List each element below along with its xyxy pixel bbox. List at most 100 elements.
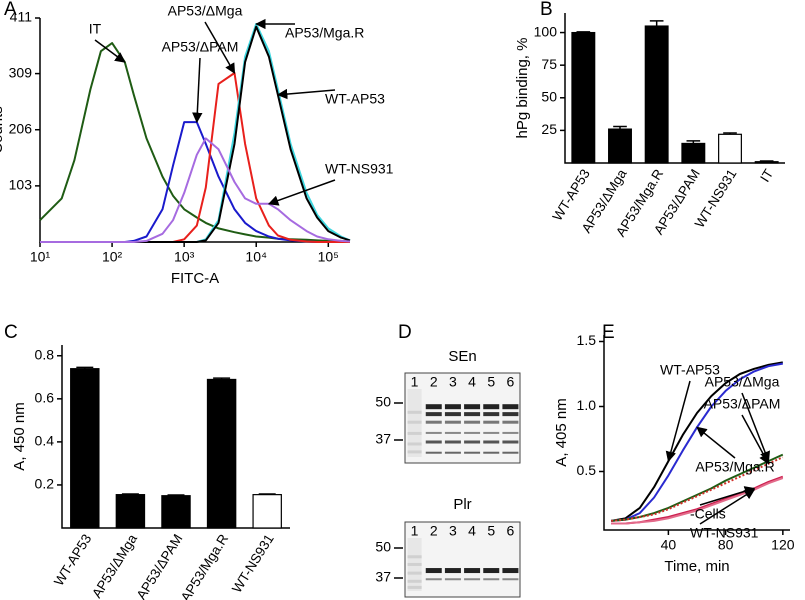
- series-line: [611, 456, 784, 522]
- series-line: [39, 42, 351, 243]
- gel-band: [502, 451, 519, 454]
- x-axis-label: Time, min: [664, 558, 729, 575]
- panel-label: D: [398, 322, 412, 343]
- gel-band: [464, 412, 481, 417]
- x-tick-label: 10³: [174, 249, 195, 265]
- x-tick-label: AP53/ΔPAM: [134, 532, 186, 600]
- y-axis-label: A, 450 nm: [11, 402, 28, 470]
- gel-band: [425, 578, 442, 581]
- gel-band: [444, 451, 461, 454]
- panel-label: A: [4, 0, 17, 20]
- y-tick-label: 1.5: [577, 332, 597, 348]
- blot-frame: [404, 372, 521, 464]
- series-line: [611, 361, 783, 522]
- annotation: AP53/ΔPAM: [162, 39, 239, 55]
- x-tick-label: IT: [757, 167, 776, 185]
- gel-band: [483, 404, 500, 410]
- lane-label: 1: [411, 374, 419, 390]
- gel-band: [483, 440, 500, 444]
- gel-band: [444, 412, 461, 417]
- bar: [644, 25, 669, 164]
- gel-band: [425, 420, 442, 424]
- annotation-arrow: [696, 426, 736, 459]
- bar: [681, 142, 706, 164]
- x-tick-label: AP53/ΔMga: [89, 531, 140, 600]
- y-tick-label: 0.4: [35, 433, 55, 449]
- gel-band: [425, 440, 442, 444]
- annotation: AP53/ΔMga: [168, 3, 243, 19]
- series-line: [40, 23, 351, 243]
- x-tick-label: 10⁵: [318, 249, 339, 265]
- gel-band: [425, 431, 442, 434]
- lane-label: 5: [487, 374, 495, 390]
- y-tick-label: 0.2: [35, 476, 55, 492]
- y-axis-label: Counts: [0, 106, 6, 154]
- bar: [718, 133, 742, 164]
- series-line: [40, 137, 351, 243]
- lane-label: 4: [468, 523, 476, 539]
- blot-frame: [404, 521, 521, 598]
- lane-label: 6: [507, 374, 515, 390]
- lane-label: 3: [449, 374, 457, 390]
- annotation: WT-AP53: [660, 362, 720, 378]
- annotation: AP53/Mga.R: [695, 459, 774, 475]
- annotation-arrow: [276, 88, 336, 100]
- x-tick-label: 40: [661, 537, 677, 553]
- gel-band: [464, 451, 481, 454]
- marker-label: 50: [375, 394, 391, 410]
- gel-band: [483, 578, 500, 581]
- lane-label: 6: [507, 523, 515, 539]
- annotation-arrow: [741, 414, 770, 465]
- gel-band: [502, 440, 519, 444]
- annotation: WT-AP53: [325, 91, 385, 107]
- gel-band: [483, 412, 500, 417]
- lane-label: 3: [449, 523, 457, 539]
- gel-band: [502, 412, 519, 417]
- y-tick-label: 411: [10, 9, 33, 25]
- annotation-arrow: [741, 392, 770, 463]
- gel-band: [444, 404, 461, 410]
- gel-band: [464, 568, 481, 574]
- gel-band: [464, 578, 481, 581]
- gel-band: [502, 420, 519, 424]
- annotation: WT-NS931: [690, 525, 759, 541]
- gel-band: [502, 568, 519, 574]
- annotation: AP53/ΔMga: [705, 374, 780, 390]
- bar: [70, 368, 100, 529]
- annotation: IT: [89, 21, 102, 37]
- annotation-arrow: [204, 21, 236, 74]
- lane-label: 1: [411, 523, 419, 539]
- y-axis-label: hPg binding, %: [514, 38, 531, 139]
- x-tick-label: 10⁴: [245, 249, 267, 265]
- gel-band: [483, 568, 500, 574]
- lane-label: 5: [487, 523, 495, 539]
- x-tick-label: 80: [718, 537, 734, 553]
- annotation-arrow: [267, 179, 336, 206]
- y-tick-label: 1.0: [577, 397, 597, 413]
- gel-band: [483, 420, 500, 424]
- x-axis-label: FITC-A: [171, 270, 219, 287]
- x-tick-label: 10¹: [30, 249, 51, 265]
- y-tick-label: 0.8: [35, 346, 55, 362]
- blot-title: SEn: [448, 348, 476, 365]
- ladder-smear: [407, 538, 422, 591]
- annotation-arrow: [192, 57, 203, 124]
- bar: [206, 378, 237, 529]
- x-tick-label: 10²: [102, 249, 123, 265]
- y-tick-label: 25: [541, 121, 557, 137]
- x-tick-label: 120: [771, 537, 795, 553]
- gel-band: [464, 440, 481, 444]
- gel-band: [464, 431, 481, 434]
- error-bar: [649, 20, 664, 27]
- marker-label: 50: [375, 539, 391, 555]
- lane-label: 2: [430, 523, 438, 539]
- panel-label: B: [540, 0, 553, 20]
- annotation-arrow: [699, 489, 756, 525]
- annotation-arrow: [665, 380, 691, 463]
- annotation: WT-NS931: [325, 161, 394, 177]
- gel-band: [444, 420, 461, 424]
- gel-band: [502, 404, 519, 410]
- annotation: AP53/Mga.R: [285, 25, 364, 41]
- panel-label: E: [602, 322, 615, 343]
